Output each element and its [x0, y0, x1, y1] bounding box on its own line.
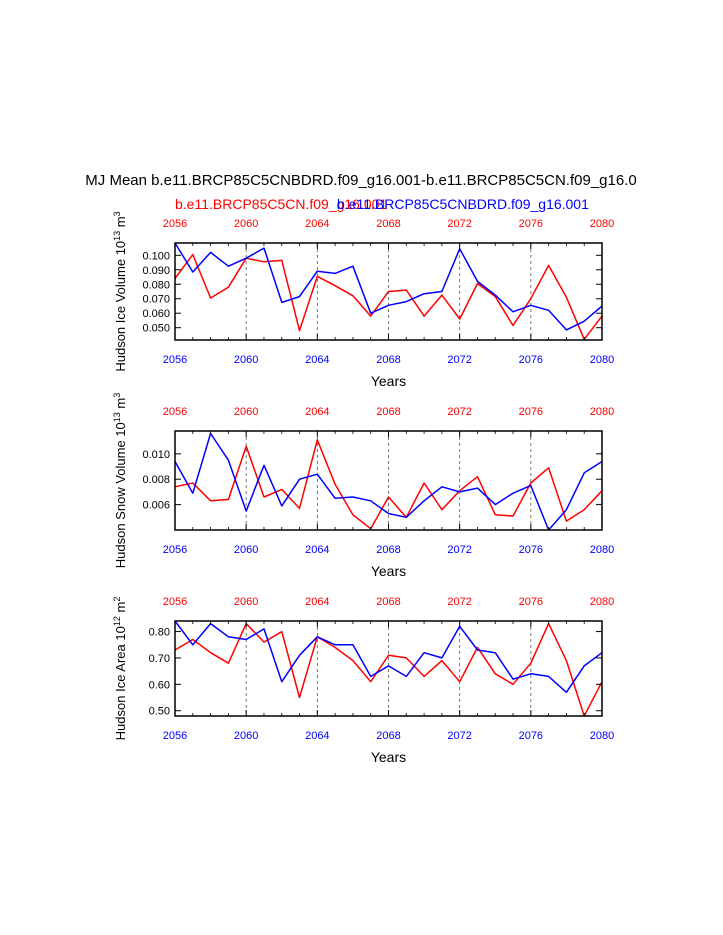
- x-tick-label-top: 2080: [590, 596, 614, 608]
- legend-blue-label: b.e11.BRCP85C5CNBDRD.f09_g16.001: [337, 196, 589, 212]
- x-tick-label-bottom: 2080: [590, 544, 614, 556]
- x-tick-label-bottom: 2056: [163, 354, 187, 366]
- x-tick-label-top: 2076: [519, 406, 543, 418]
- y-axis-title-unit-exp: 3: [112, 393, 122, 398]
- x-axis-title: Years: [371, 373, 406, 389]
- legend-red-label: b.e11.BRCP85C5CN.f09_g16.001: [175, 196, 387, 212]
- y-axis-title-unit: m: [113, 398, 128, 412]
- x-tick-label-bottom: 2072: [447, 354, 471, 366]
- x-tick-label-bottom: 2056: [163, 544, 187, 556]
- y-tick-label: 0.50: [149, 706, 170, 718]
- x-tick-label-bottom: 2068: [376, 544, 400, 556]
- y-axis-title-exp: 12: [112, 616, 122, 626]
- x-tick-label-top: 2072: [447, 406, 471, 418]
- chart-ice-volume: 2056 2056 2060 2060 2064 2064 2068 2068 2072 2072…: [112, 211, 614, 389]
- x-tick-label-top: 2064: [305, 218, 329, 230]
- y-axis-title-exp: 13: [112, 412, 122, 422]
- x-tick-label-bottom: 2080: [590, 354, 614, 366]
- figure-title: MJ Mean b.e11.BRCP85C5CNBDRD.f09_g16.001…: [85, 172, 636, 189]
- y-tick-label: 0.090: [142, 265, 170, 277]
- y-tick-label: 0.070: [142, 294, 170, 306]
- chart-panels: 2056 2056 2060 2060 2064 2064 2068 2068 2072 2072…: [112, 211, 614, 765]
- chart-snow-volume: 2056 2056 2060 2060 2064 2064 2068 2068 2072 2072…: [112, 393, 614, 579]
- x-tick-label-top: 2056: [163, 406, 187, 418]
- x-tick-label-top: 2056: [163, 218, 187, 230]
- x-tick-label-top: 2060: [234, 218, 258, 230]
- x-tick-label-top: 2076: [519, 596, 543, 608]
- x-tick-label-bottom: 2060: [234, 354, 258, 366]
- x-tick-label-bottom: 2060: [234, 730, 258, 742]
- x-tick-label-top: 2068: [376, 596, 400, 608]
- y-tick-label: 0.008: [142, 474, 170, 486]
- x-tick-label-bottom: 2068: [376, 354, 400, 366]
- y-axis-title-text: Hudson Snow Volume 10: [113, 422, 128, 568]
- y-tick-label: 0.080: [142, 279, 170, 291]
- x-tick-label-top: 2060: [234, 406, 258, 418]
- x-tick-label-bottom: 2076: [519, 544, 543, 556]
- y-tick-label: 0.80: [149, 627, 170, 639]
- x-tick-label-top: 2080: [590, 406, 614, 418]
- y-axis-title: Hudson Ice Area 1012 m2: [112, 597, 128, 741]
- x-tick-label-bottom: 2064: [305, 730, 329, 742]
- x-axis-title: Years: [371, 563, 406, 579]
- y-axis-title: Hudson Snow Volume 1013 m3: [112, 393, 128, 568]
- x-tick-label-bottom: 2076: [519, 354, 543, 366]
- y-tick-label: 0.050: [142, 323, 170, 335]
- y-axis-title-unit: m: [113, 602, 128, 616]
- x-tick-label-top: 2076: [519, 218, 543, 230]
- y-axis-title-unit-exp: 3: [112, 211, 122, 216]
- x-tick-label-bottom: 2064: [305, 544, 329, 556]
- chart-ice-area: 2056 2056 2060 2060 2064 2064 2068 2068 2072 2072…: [112, 596, 614, 765]
- x-tick-label-bottom: 2072: [447, 730, 471, 742]
- y-tick-label: 0.060: [142, 308, 170, 320]
- x-tick-label-top: 2064: [305, 596, 329, 608]
- series-line-blue: [174, 432, 603, 531]
- y-tick-label: 0.70: [149, 653, 170, 665]
- y-tick-label: 0.010: [142, 449, 170, 461]
- x-tick-label-bottom: 2080: [590, 730, 614, 742]
- x-tick-label-top: 2072: [447, 218, 471, 230]
- x-tick-label-top: 2056: [163, 596, 187, 608]
- y-axis-title: Hudson Ice Volume 1013 m3: [112, 211, 128, 371]
- y-axis-title-unit-exp: 2: [112, 597, 122, 602]
- x-tick-label-bottom: 2068: [376, 730, 400, 742]
- x-tick-label-bottom: 2072: [447, 544, 471, 556]
- x-tick-label-top: 2068: [376, 218, 400, 230]
- y-axis-title-unit: m: [113, 216, 128, 230]
- y-axis-title-text: Hudson Ice Volume 10: [113, 241, 128, 372]
- x-tick-label-bottom: 2064: [305, 354, 329, 366]
- x-tick-label-top: 2072: [447, 596, 471, 608]
- x-axis-title: Years: [371, 749, 406, 765]
- series-line-blue: [174, 620, 603, 694]
- y-axis-title-text: Hudson Ice Area 10: [113, 626, 128, 740]
- series-line-blue: [174, 242, 603, 331]
- x-tick-label-bottom: 2056: [163, 730, 187, 742]
- x-tick-label-bottom: 2060: [234, 544, 258, 556]
- x-tick-label-top: 2060: [234, 596, 258, 608]
- series-line-red: [174, 439, 603, 530]
- y-tick-label: 0.60: [149, 679, 170, 691]
- y-tick-label: 0.006: [142, 500, 170, 512]
- y-axis-title-exp: 13: [112, 231, 122, 241]
- x-tick-label-top: 2064: [305, 406, 329, 418]
- x-tick-label-top: 2080: [590, 218, 614, 230]
- y-tick-label: 0.100: [142, 250, 170, 262]
- x-tick-label-bottom: 2076: [519, 730, 543, 742]
- x-tick-label-top: 2068: [376, 406, 400, 418]
